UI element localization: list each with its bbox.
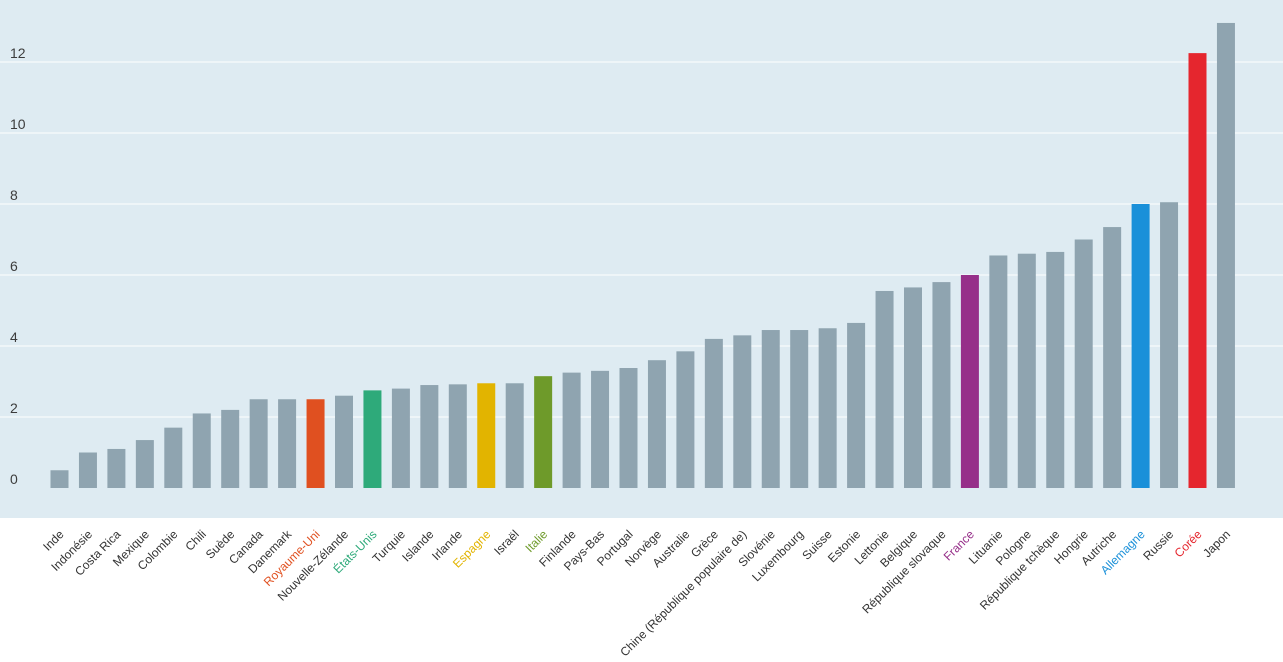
gridlines — [0, 61, 1283, 418]
bar — [1046, 251, 1065, 488]
plot-background — [0, 0, 1283, 518]
bar — [363, 390, 382, 488]
bar — [249, 399, 268, 488]
y-tick-label: 0 — [10, 471, 18, 487]
bar — [164, 427, 183, 488]
bar — [477, 383, 496, 488]
bar — [904, 287, 922, 488]
bar — [562, 372, 581, 488]
y-tick-label: 2 — [10, 400, 18, 416]
bar — [78, 452, 97, 488]
bar — [420, 385, 439, 488]
bar — [960, 275, 979, 488]
bar — [790, 330, 809, 488]
y-tick-label: 4 — [10, 329, 18, 345]
bar — [875, 290, 894, 488]
x-tick-label: Turquie — [370, 527, 409, 566]
bar — [192, 413, 211, 488]
x-tick-label: Russie — [1140, 527, 1176, 563]
bar — [1103, 227, 1122, 488]
x-tick-label: Islande — [399, 527, 436, 564]
bar — [1216, 22, 1235, 488]
y-tick-label: 10 — [10, 116, 26, 132]
bar — [221, 409, 240, 488]
bar — [676, 351, 695, 488]
bar — [1188, 53, 1207, 488]
y-tick-label: 12 — [10, 45, 26, 61]
bar — [1017, 253, 1036, 488]
bar — [818, 328, 837, 488]
bar — [932, 282, 951, 488]
bar — [335, 395, 353, 488]
y-axis-ticks: 0 2 4 6 8 10 12 — [10, 45, 26, 487]
x-tick-label: Israël — [491, 527, 522, 558]
bar — [306, 399, 325, 488]
bar — [135, 440, 154, 488]
bar — [50, 470, 69, 488]
bar — [1074, 239, 1093, 488]
bars — [50, 22, 1235, 488]
bar — [534, 376, 553, 488]
x-tick-label: Corée — [1172, 527, 1205, 560]
y-tick-label: 8 — [10, 187, 18, 203]
bar — [1160, 202, 1179, 488]
bar — [505, 383, 524, 488]
bar — [989, 255, 1008, 488]
bar — [619, 368, 638, 488]
bar — [704, 338, 723, 488]
y-tick-label: 6 — [10, 258, 18, 274]
bar — [1131, 204, 1150, 488]
bar — [761, 330, 780, 488]
bar — [278, 399, 297, 488]
bar — [391, 388, 410, 488]
bar — [733, 335, 752, 488]
x-tick-label: Japon — [1200, 527, 1233, 560]
bar — [847, 322, 866, 488]
bar — [448, 384, 467, 488]
bar — [107, 448, 126, 488]
bar — [591, 370, 610, 488]
bar — [647, 360, 666, 488]
